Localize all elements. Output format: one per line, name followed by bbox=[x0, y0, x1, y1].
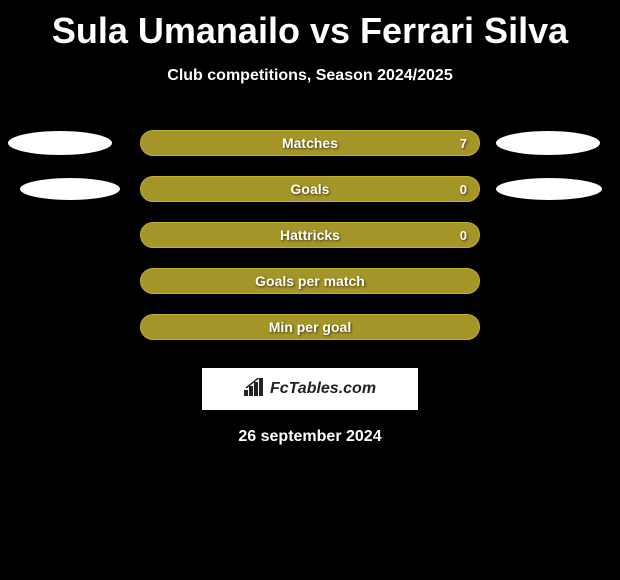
right-ellipse-1 bbox=[496, 131, 600, 155]
stat-label: Goals per match bbox=[255, 273, 365, 289]
stats-container: Matches 7 Goals 0 Hattricks 0 Goals per … bbox=[0, 120, 620, 350]
left-ellipse-1 bbox=[8, 131, 112, 155]
logo-text: FcTables.com bbox=[244, 378, 376, 401]
stat-value: 0 bbox=[460, 228, 467, 243]
logo-label: FcTables.com bbox=[270, 380, 376, 398]
stat-bar: Goals per match bbox=[140, 268, 480, 294]
page-subtitle: Club competitions, Season 2024/2025 bbox=[0, 67, 620, 85]
stat-bar: Hattricks 0 bbox=[140, 222, 480, 248]
stat-value: 0 bbox=[460, 182, 467, 197]
stat-bar: Matches 7 bbox=[140, 130, 480, 156]
stat-value: 7 bbox=[460, 136, 467, 151]
stat-label: Goals bbox=[291, 181, 330, 197]
stat-row-matches: Matches 7 bbox=[0, 120, 620, 166]
stat-row-hattricks: Hattricks 0 bbox=[0, 212, 620, 258]
stat-label: Min per goal bbox=[269, 319, 351, 335]
stat-bar: Goals 0 bbox=[140, 176, 480, 202]
stat-label: Matches bbox=[282, 135, 338, 151]
stat-row-min-per-goal: Min per goal bbox=[0, 304, 620, 350]
chart-icon bbox=[244, 378, 266, 401]
footer-date: 26 september 2024 bbox=[0, 428, 620, 446]
stat-row-goals-per-match: Goals per match bbox=[0, 258, 620, 304]
stat-label: Hattricks bbox=[280, 227, 340, 243]
logo-box[interactable]: FcTables.com bbox=[202, 368, 418, 410]
right-ellipse-2 bbox=[496, 178, 602, 200]
page-title: Sula Umanailo vs Ferrari Silva bbox=[0, 0, 620, 52]
stat-row-goals: Goals 0 bbox=[0, 166, 620, 212]
left-ellipse-2 bbox=[20, 178, 120, 200]
stat-bar: Min per goal bbox=[140, 314, 480, 340]
